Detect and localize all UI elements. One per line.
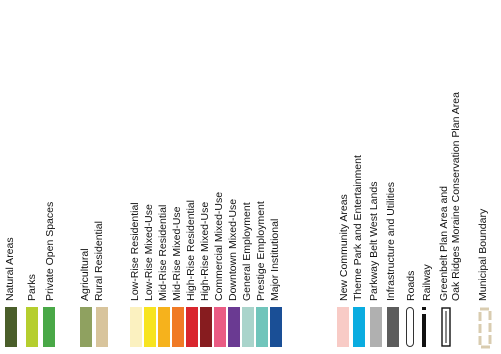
legend-swatch-prestige-employment [256, 307, 268, 347]
legend-symbol-railway [422, 307, 426, 347]
legend-swatch-high-rise-residential [186, 307, 198, 347]
legend-label-prestige-employment: Prestige Employment [255, 201, 267, 301]
legend-swatch-rural-residential [96, 307, 108, 347]
legend-swatch-infrastructure-and-utilities [387, 307, 399, 347]
legend-label-parkway-belt-west-lands: Parkway Belt West Lands [368, 181, 380, 301]
legend-label-roads: Roads [405, 270, 417, 301]
legend-label-mid-rise-mixed-use: Mid-Rise Mixed-Use [171, 206, 183, 301]
legend-label-private-open-spaces: Private Open Spaces [44, 201, 56, 301]
legend-label-general-employment: General Employment [241, 202, 253, 301]
legend-label-mid-rise-residential: Mid-Rise Residential [157, 204, 169, 301]
legend-swatch-agricultural [80, 307, 92, 347]
legend-label-rural-residential: Rural Residential [93, 221, 105, 301]
legend-swatch-major-institutional [270, 307, 282, 347]
legend-swatch-private-open-spaces [43, 307, 55, 347]
greenbelt-bracket [441, 307, 451, 347]
legend-symbol-greenbelt [441, 307, 451, 347]
railway-line [422, 314, 426, 347]
legend-label-commercial-mixed-use: Commercial Mixed-Use [213, 191, 225, 301]
legend-swatch-high-rise-mixed-use [200, 307, 212, 347]
legend-swatch-new-community-areas [337, 307, 349, 347]
legend-label-railway: Railway [421, 264, 433, 301]
legend-swatch-commercial-mixed-use [214, 307, 226, 347]
legend-label-theme-park-and-entertainment: Theme Park and Entertainment [352, 155, 364, 301]
legend-swatch-natural-areas [5, 307, 17, 347]
legend-label-high-rise-mixed-use: High-Rise Mixed-Use [199, 201, 211, 301]
legend-label-natural-areas: Natural Areas [4, 237, 16, 301]
legend-label-new-community-areas: New Community Areas [338, 194, 350, 301]
legend-swatch-low-rise-residential [130, 307, 142, 347]
legend-swatch-mid-rise-residential [158, 307, 170, 347]
legend-swatch-mid-rise-mixed-use [172, 307, 184, 347]
legend-swatch-parkway-belt-west-lands [370, 307, 382, 347]
legend-swatch-low-rise-mixed-use [144, 307, 156, 347]
legend-label-low-rise-residential: Low-Rise Residential [129, 202, 141, 301]
legend-swatch-theme-park-and-entertainment [353, 307, 365, 347]
legend-label-infrastructure-and-utilities: Infrastructure and Utilities [385, 181, 397, 301]
legend-symbol-roads [406, 307, 414, 347]
legend-swatch-downtown-mixed-use [228, 307, 240, 347]
legend-label-high-rise-residential: High-Rise Residential [185, 200, 197, 301]
boundary-dashed-rect [478, 307, 492, 349]
legend-label-low-rise-mixed-use: Low-Rise Mixed-Use [143, 204, 155, 301]
legend-label-municipal-boundary: Municipal Boundary [477, 208, 489, 301]
legend-swatch-parks [26, 307, 38, 347]
legend-label-greenbelt-plan-area: Greenbelt Plan Area and Oak Ridges Morai… [438, 92, 462, 301]
legend-label-major-institutional: Major Institutional [269, 218, 281, 301]
legend-symbol-municipal-boundary [478, 307, 492, 349]
legend-swatch-general-employment [242, 307, 254, 347]
legend-label-parks: Parks [26, 274, 38, 301]
legend-label-agricultural: Agricultural [79, 248, 91, 301]
legend-label-downtown-mixed-use: Downtown Mixed-Use [227, 198, 239, 301]
railway-dash-1 [422, 307, 426, 310]
